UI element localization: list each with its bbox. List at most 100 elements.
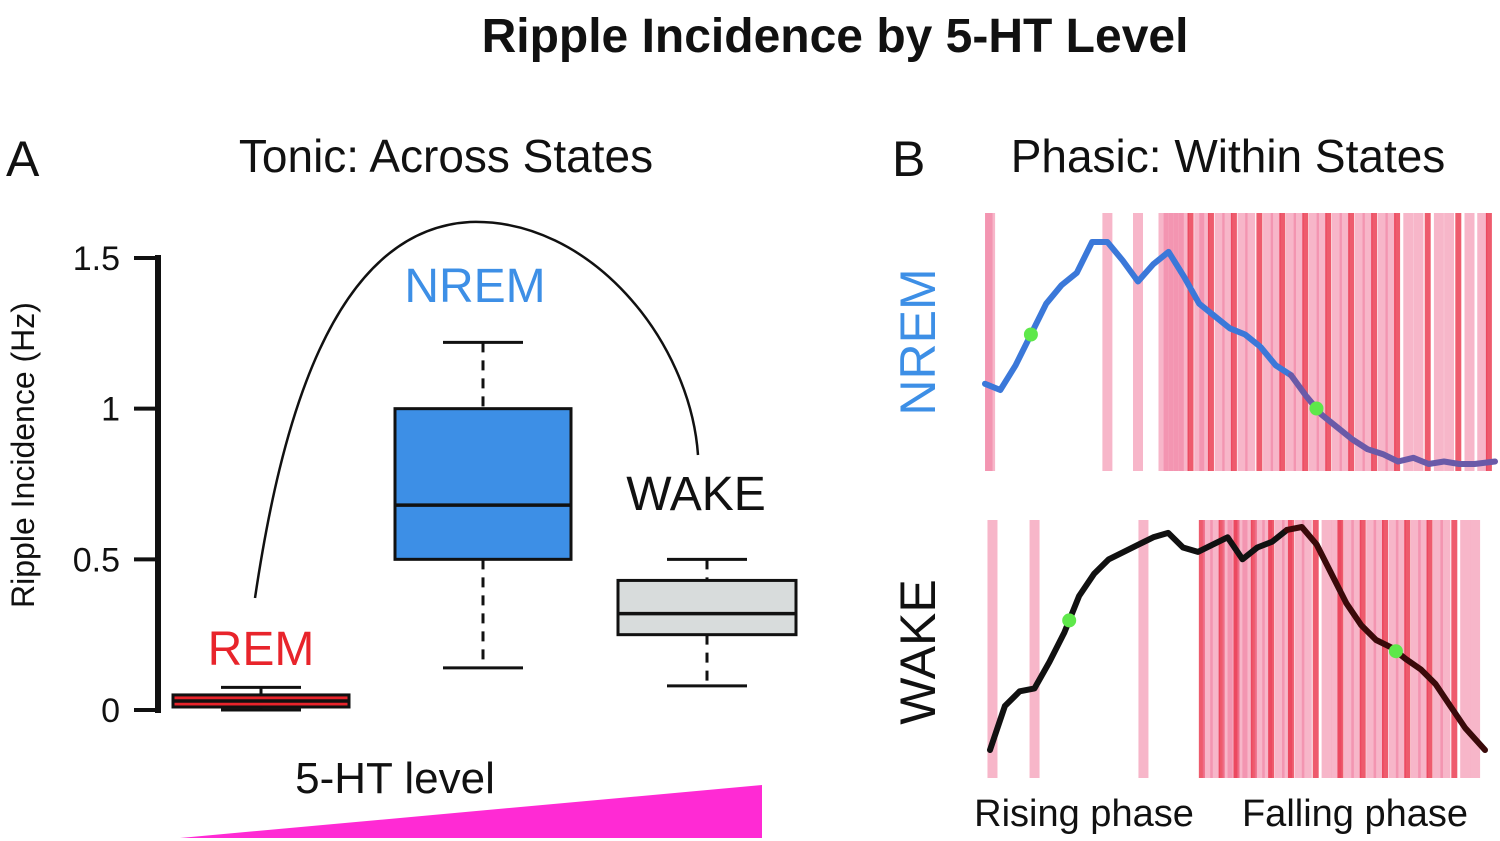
- ripple-event: [1214, 213, 1225, 471]
- ripple-event: [1218, 520, 1225, 778]
- ripple-event: [1337, 520, 1344, 778]
- ripple-event: [1477, 213, 1488, 471]
- ripple-event: [1282, 520, 1292, 778]
- label-nrem: NREM: [404, 260, 545, 313]
- ripple-event: [1207, 213, 1214, 471]
- ripple-event: [1187, 213, 1194, 471]
- ripple-event: [1256, 213, 1263, 471]
- ripple-event: [1451, 520, 1458, 778]
- ripple-event: [1418, 520, 1429, 778]
- nrem-row-label: NREM: [890, 268, 946, 415]
- y-tick-label: 1: [101, 391, 120, 429]
- y-tick-label: 1.5: [73, 240, 120, 278]
- ripple-event: [987, 520, 998, 778]
- phase-marker: [1309, 401, 1324, 416]
- ripple-event: [1158, 213, 1169, 471]
- ripple-event: [1233, 520, 1240, 778]
- ripple-event: [1485, 213, 1492, 471]
- ripple-event: [1362, 213, 1373, 471]
- trace-line-falling: [1288, 372, 1498, 467]
- ripple-event: [1470, 520, 1481, 778]
- ripple-event: [1274, 520, 1285, 778]
- phase-marker: [1388, 644, 1403, 659]
- ripple-event: [1102, 213, 1113, 471]
- ripple-event: [1316, 213, 1327, 471]
- ripple-event: [1403, 213, 1414, 471]
- ripple-event: [1325, 213, 1332, 471]
- ripple-event: [1294, 520, 1305, 778]
- y-tick-label: 0: [101, 692, 120, 730]
- ripple-event: [1359, 520, 1366, 778]
- ripple-event: [1237, 213, 1248, 471]
- ripple-event: [1230, 213, 1237, 471]
- box-wake: [616, 557, 798, 688]
- wake-row-label: WAKE: [890, 579, 946, 724]
- ripple-event: [1302, 213, 1309, 471]
- label-rem: REM: [208, 623, 315, 676]
- ripple-event: [1394, 213, 1401, 471]
- ripple-event: [1413, 213, 1424, 471]
- ripple-event: [1339, 213, 1350, 471]
- ripple-event: [1168, 213, 1179, 471]
- phase-marker: [1062, 613, 1077, 628]
- ripple-event: [1464, 213, 1475, 471]
- ripple-event: [1373, 520, 1384, 778]
- ripple-event: [1202, 520, 1213, 778]
- gradient-label: 5-HT level: [295, 754, 495, 803]
- ripple-event: [1424, 213, 1431, 471]
- box-plots: [171, 340, 798, 712]
- ripple-event: [1293, 213, 1304, 471]
- x-label-falling: Falling phase: [1242, 793, 1468, 835]
- phase-marker: [1023, 327, 1038, 342]
- ripple-event: [1222, 213, 1233, 471]
- ripple-event: [1308, 213, 1319, 471]
- ripple-event: [1242, 520, 1253, 778]
- box-rem: [171, 685, 351, 712]
- panel-a-title: Tonic: Across States: [239, 130, 653, 182]
- ripple-event: [1351, 520, 1362, 778]
- ripple-event: [1382, 520, 1388, 778]
- ripple-event: [1444, 213, 1455, 471]
- ripple-event: [1433, 213, 1444, 471]
- box-iqr: [616, 578, 798, 637]
- ripple-event: [1348, 213, 1355, 471]
- ripple-event: [1287, 520, 1294, 778]
- panel-a-axis: 0 0.5 1 1.5 Ripple Incidence (Hz): [5, 240, 161, 730]
- ripple-event: [1250, 520, 1257, 778]
- ripple-event: [1312, 520, 1319, 778]
- trace-line: [982, 239, 1294, 393]
- ripple-event: [1138, 520, 1149, 778]
- ripple-event: [1227, 520, 1238, 778]
- ripple-event: [1331, 213, 1342, 471]
- wake-ripple-bands: [987, 520, 1481, 778]
- ripple-event: [1270, 213, 1281, 471]
- ripple-event: [1286, 213, 1296, 471]
- ripple-event: [1194, 213, 1205, 471]
- ripple-event: [1029, 520, 1040, 778]
- wake-trace: [987, 524, 1488, 753]
- ripple-event: [1377, 213, 1388, 471]
- ripple-event: [1343, 520, 1354, 778]
- label-wake: WAKE: [626, 468, 766, 521]
- ripple-event: [1366, 520, 1377, 778]
- ripple-event: [1163, 213, 1174, 471]
- y-tick-label: 0.5: [73, 541, 120, 579]
- wake-trace-panel: WAKE: [890, 520, 1488, 778]
- ripple-event: [1331, 520, 1342, 778]
- box-nrem: [393, 340, 573, 670]
- ripple-event: [1426, 520, 1433, 778]
- x-label-rising: Rising phase: [974, 793, 1194, 835]
- y-ticks: 0 0.5 1 1.5: [73, 240, 158, 730]
- panel-b-letter: B: [892, 131, 925, 187]
- ripple-event: [1432, 520, 1443, 778]
- ripple-event: [1199, 213, 1210, 471]
- ripple-event: [1301, 520, 1312, 778]
- ripple-event: [1178, 213, 1189, 471]
- ripple-event: [1254, 520, 1265, 778]
- ripple-event: [1133, 213, 1143, 471]
- 5ht-gradient-wedge: [180, 785, 762, 838]
- box-iqr: [393, 407, 573, 561]
- ripple-event: [1455, 213, 1462, 471]
- ripple-event: [1404, 520, 1411, 778]
